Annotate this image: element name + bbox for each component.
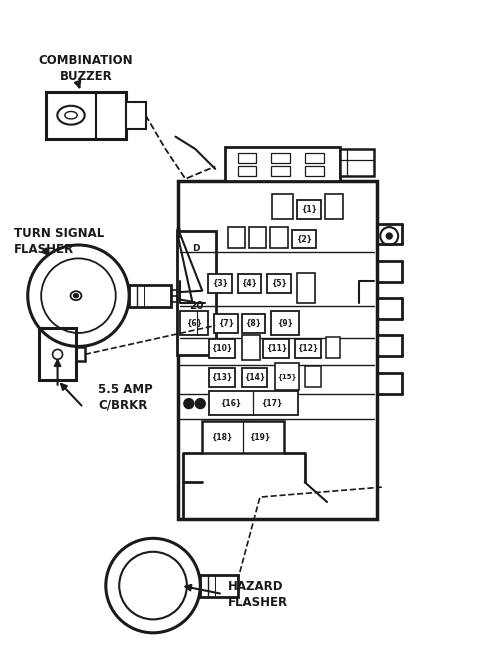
Bar (272, 311, 298, 335)
Text: {14}: {14} (244, 373, 265, 382)
Bar (180, 311, 208, 335)
Bar (208, 339, 234, 358)
Bar (200, 575, 237, 597)
Bar (242, 368, 268, 387)
Bar (214, 314, 238, 333)
Bar (46, 92, 126, 139)
Bar (178, 182, 377, 519)
Bar (202, 421, 284, 453)
Bar (272, 166, 290, 176)
Bar (238, 153, 256, 163)
Bar (225, 147, 340, 182)
Circle shape (196, 398, 205, 408)
Ellipse shape (58, 106, 84, 125)
Text: {13}: {13} (211, 373, 233, 382)
Text: {16}: {16} (220, 398, 242, 408)
Bar (326, 337, 340, 358)
Text: {7}: {7} (218, 319, 234, 328)
Bar (275, 363, 298, 390)
Text: 20: 20 (189, 300, 204, 311)
Circle shape (184, 398, 194, 408)
Bar (297, 273, 314, 303)
Ellipse shape (70, 291, 82, 300)
Ellipse shape (74, 294, 78, 298)
Text: {9}: {9} (277, 318, 293, 328)
Text: {12}: {12} (297, 344, 318, 353)
Bar (305, 153, 324, 163)
Circle shape (386, 233, 392, 239)
Text: TURN SIGNAL
FLASHER: TURN SIGNAL FLASHER (14, 227, 104, 255)
Text: {10}: {10} (211, 344, 233, 353)
Bar (264, 339, 289, 358)
Text: {4}: {4} (242, 279, 258, 288)
Text: {18}: {18} (212, 433, 233, 442)
Bar (129, 285, 172, 307)
Bar (305, 166, 324, 176)
Text: 5.5 AMP
C/BRKR: 5.5 AMP C/BRKR (98, 383, 153, 412)
Ellipse shape (65, 111, 77, 119)
Text: {15}: {15} (277, 373, 296, 380)
Bar (208, 274, 232, 293)
Text: {19}: {19} (250, 433, 270, 442)
Bar (304, 366, 320, 387)
Bar (249, 227, 266, 249)
Bar (208, 368, 234, 387)
Bar (297, 200, 321, 219)
Bar (242, 335, 260, 360)
Text: {3}: {3} (212, 279, 228, 288)
Text: {6}: {6} (186, 318, 202, 328)
Text: COMBINATION
BUZZER: COMBINATION BUZZER (38, 54, 133, 84)
Bar (177, 231, 216, 355)
Text: {5}: {5} (272, 279, 287, 288)
Bar (272, 153, 290, 163)
Bar (270, 227, 288, 249)
Bar (126, 102, 146, 129)
Bar (238, 274, 262, 293)
Text: HAZARD
FLASHER: HAZARD FLASHER (228, 579, 288, 609)
Bar (295, 339, 320, 358)
Bar (292, 229, 316, 249)
Bar (208, 391, 298, 415)
Bar (272, 194, 293, 219)
Bar (38, 328, 76, 380)
Bar (242, 314, 266, 333)
Text: {1}: {1} (301, 205, 317, 213)
Bar (324, 194, 344, 219)
Text: {17}: {17} (260, 398, 282, 408)
Bar (340, 149, 374, 176)
Bar (238, 166, 256, 176)
Bar (268, 274, 291, 293)
Text: {2}: {2} (296, 235, 312, 243)
Bar (228, 227, 245, 249)
Text: {8}: {8} (246, 319, 262, 328)
Text: {11}: {11} (266, 344, 287, 353)
Text: D: D (192, 244, 200, 253)
